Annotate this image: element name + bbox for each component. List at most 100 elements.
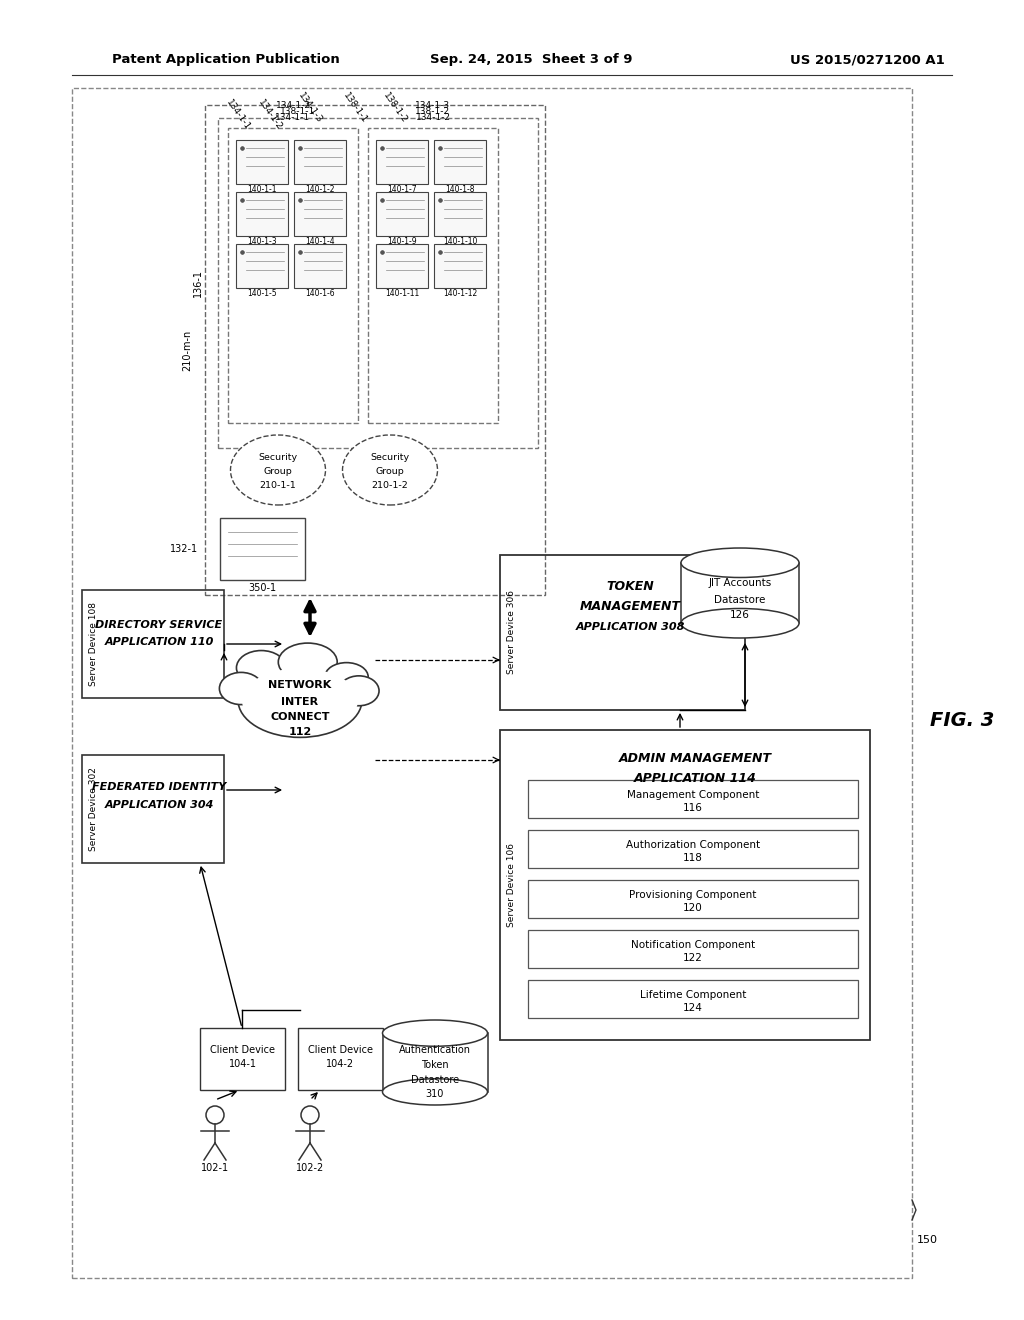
Bar xyxy=(376,140,428,183)
Bar xyxy=(72,88,912,1278)
Text: 124: 124 xyxy=(683,1003,702,1012)
Text: Authentication: Authentication xyxy=(399,1045,471,1055)
Text: Sep. 24, 2015  Sheet 3 of 9: Sep. 24, 2015 Sheet 3 of 9 xyxy=(430,54,633,66)
Bar xyxy=(528,830,858,869)
Text: 102-2: 102-2 xyxy=(296,1163,325,1173)
Bar xyxy=(236,244,288,288)
Ellipse shape xyxy=(681,609,799,638)
Bar xyxy=(376,244,428,288)
Ellipse shape xyxy=(237,651,286,685)
Bar xyxy=(383,1034,487,1092)
Text: 210-1-2: 210-1-2 xyxy=(372,482,409,491)
Text: Security: Security xyxy=(371,454,410,462)
Bar xyxy=(528,780,858,818)
Text: ADMIN MANAGEMENT: ADMIN MANAGEMENT xyxy=(618,751,771,764)
Ellipse shape xyxy=(219,672,263,705)
Text: 104-1: 104-1 xyxy=(228,1059,256,1069)
Text: 134-1-2: 134-1-2 xyxy=(275,102,310,111)
Text: 150: 150 xyxy=(918,1236,938,1245)
Text: 140-1-1: 140-1-1 xyxy=(247,185,276,194)
Ellipse shape xyxy=(342,436,437,506)
Text: 104-2: 104-2 xyxy=(327,1059,354,1069)
Text: Lifetime Component: Lifetime Component xyxy=(640,990,746,1001)
Bar xyxy=(294,191,346,236)
Text: 140-1-3: 140-1-3 xyxy=(247,236,276,246)
Text: 134-1-3: 134-1-3 xyxy=(296,91,324,125)
Bar xyxy=(298,1028,383,1090)
Text: Notification Component: Notification Component xyxy=(631,940,755,950)
Text: 140-1-5: 140-1-5 xyxy=(247,289,276,297)
Text: 120: 120 xyxy=(683,903,702,913)
Text: 140-1-6: 140-1-6 xyxy=(305,289,335,297)
Text: 138-1-1: 138-1-1 xyxy=(341,91,369,125)
Bar xyxy=(368,128,498,422)
Text: 138-1-1: 138-1-1 xyxy=(281,107,315,116)
Text: 140-1-4: 140-1-4 xyxy=(305,236,335,246)
Ellipse shape xyxy=(230,436,326,506)
Text: Client Device: Client Device xyxy=(210,1045,275,1055)
Bar xyxy=(528,979,858,1018)
Text: APPLICATION 114: APPLICATION 114 xyxy=(634,771,757,784)
Text: Provisioning Component: Provisioning Component xyxy=(630,890,757,900)
Bar xyxy=(218,117,538,447)
Text: Patent Application Publication: Patent Application Publication xyxy=(112,54,340,66)
Bar xyxy=(236,140,288,183)
Text: Group: Group xyxy=(376,467,404,477)
Text: APPLICATION 308: APPLICATION 308 xyxy=(575,622,685,632)
Bar xyxy=(528,931,858,968)
Text: 112: 112 xyxy=(289,727,311,737)
Text: Datastore: Datastore xyxy=(411,1074,459,1085)
Text: Management Component: Management Component xyxy=(627,789,759,800)
Ellipse shape xyxy=(383,1078,487,1105)
Text: 210-1-1: 210-1-1 xyxy=(260,482,296,491)
Text: 134-1-1: 134-1-1 xyxy=(224,98,252,132)
Text: 350-1: 350-1 xyxy=(249,583,276,593)
Text: Client Device: Client Device xyxy=(308,1045,373,1055)
Ellipse shape xyxy=(339,676,379,706)
Bar xyxy=(228,128,358,422)
Text: 126: 126 xyxy=(730,610,750,620)
Text: 140-1-11: 140-1-11 xyxy=(385,289,419,297)
Text: CONNECT: CONNECT xyxy=(270,711,330,722)
Text: 122: 122 xyxy=(683,953,702,964)
Bar xyxy=(528,880,858,917)
Ellipse shape xyxy=(681,548,799,578)
Text: 140-1-2: 140-1-2 xyxy=(305,185,335,194)
Bar xyxy=(500,554,745,710)
Text: Server Device 106: Server Device 106 xyxy=(508,843,516,927)
Text: DIRECTORY SERVICE: DIRECTORY SERVICE xyxy=(95,620,222,630)
Text: Datastore: Datastore xyxy=(715,595,766,605)
Text: APPLICATION 110: APPLICATION 110 xyxy=(104,638,214,647)
Text: Server Device 108: Server Device 108 xyxy=(88,602,97,686)
Text: 134-1-3: 134-1-3 xyxy=(416,102,451,111)
Bar xyxy=(500,730,870,1040)
Bar xyxy=(376,191,428,236)
Bar xyxy=(434,244,486,288)
Text: 210-m-n: 210-m-n xyxy=(182,330,193,371)
Text: 132-1: 132-1 xyxy=(170,544,198,554)
Text: 140-1-7: 140-1-7 xyxy=(387,185,417,194)
Text: 140-1-9: 140-1-9 xyxy=(387,236,417,246)
Text: Token: Token xyxy=(421,1060,449,1071)
Bar xyxy=(82,590,224,698)
Text: TOKEN: TOKEN xyxy=(606,581,654,594)
Text: INTER: INTER xyxy=(282,697,318,708)
Ellipse shape xyxy=(279,643,337,681)
Text: 138-1-2: 138-1-2 xyxy=(381,91,409,125)
Text: FEDERATED IDENTITY: FEDERATED IDENTITY xyxy=(92,781,226,792)
Text: US 2015/0271200 A1: US 2015/0271200 A1 xyxy=(790,54,945,66)
Text: Server Device 306: Server Device 306 xyxy=(508,590,516,675)
Bar xyxy=(200,1028,285,1090)
Text: Authorization Component: Authorization Component xyxy=(626,840,760,850)
Ellipse shape xyxy=(383,1020,487,1047)
Text: 134-1-1: 134-1-1 xyxy=(275,114,310,123)
Text: 136-1: 136-1 xyxy=(193,269,203,297)
Ellipse shape xyxy=(242,668,358,731)
Text: 116: 116 xyxy=(683,803,702,813)
Bar xyxy=(294,140,346,183)
Text: MANAGEMENT: MANAGEMENT xyxy=(580,601,681,614)
Ellipse shape xyxy=(325,663,369,692)
Text: 134-1-2: 134-1-2 xyxy=(416,114,451,123)
Bar xyxy=(294,244,346,288)
Text: NETWORK: NETWORK xyxy=(268,680,332,690)
